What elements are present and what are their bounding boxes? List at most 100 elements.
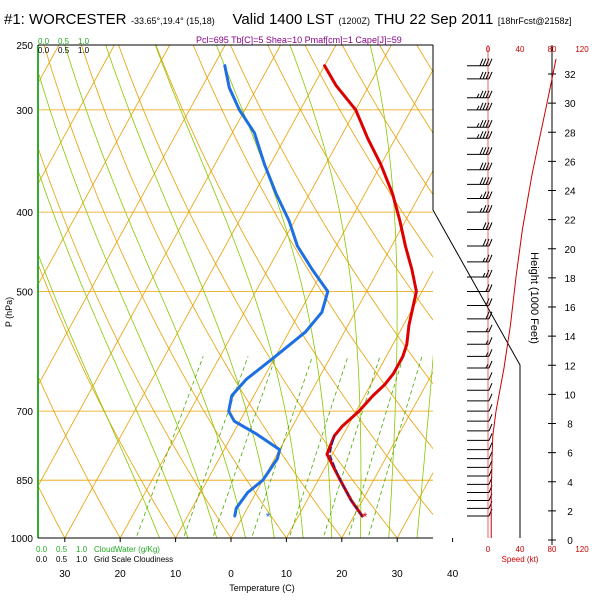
wind-barb	[467, 423, 493, 432]
wind-barb	[467, 90, 493, 99]
wind-barb-flag	[488, 58, 493, 66]
wind-barb-flag	[485, 71, 490, 80]
temperature-profile-line	[323, 64, 418, 518]
wind-barb-flag	[488, 71, 493, 80]
wind-barb	[467, 324, 493, 333]
cloud-bottom-tick2-3: 1.0	[76, 555, 88, 564]
height-tick-label: 12	[564, 361, 576, 372]
wind-speed-tick-label-top: 120	[575, 45, 589, 54]
height-tick-label: 16	[564, 303, 576, 314]
dry-adiabat-line	[155, 45, 433, 516]
wind-barb-flag	[488, 119, 493, 128]
dry-adiabat-line	[341, 45, 433, 196]
dry-adiabat-line	[43, 45, 287, 538]
dry-adiabat-line	[38, 375, 121, 538]
wind-speed-tick-label-top: 40	[516, 45, 525, 54]
wind-barb	[467, 372, 493, 380]
mixing-ratio-line	[322, 356, 381, 538]
wind-barb	[467, 298, 493, 306]
cloud-top-tick-2: 0.5	[58, 37, 70, 46]
height-tick-label: 26	[564, 157, 576, 168]
wind-barb-flag	[488, 337, 493, 345]
wind-barb-flag	[482, 238, 487, 247]
wind-barb-flag	[485, 311, 490, 320]
cloud-top-tick2-3: 1.0	[78, 46, 90, 55]
wind-barb	[467, 191, 493, 200]
wind-speed-line	[490, 58, 557, 538]
wind-barb-flag	[479, 58, 484, 66]
wind-barb-flag	[488, 191, 493, 199]
wind-barb	[467, 238, 493, 247]
wind-barb-flag	[488, 451, 493, 459]
temperature-tick-label: 40	[447, 569, 459, 580]
wind-barb	[467, 58, 493, 67]
height-tick-label: 10	[564, 390, 576, 401]
wind-barb-halfflag	[476, 134, 480, 139]
wind-barb-flag	[482, 204, 487, 213]
wind-barb	[467, 147, 493, 155]
mixing-ratio-line	[367, 356, 423, 538]
cloud-bottom-tick-1: 0.0	[36, 545, 48, 554]
moist-adiabat-line	[38, 252, 160, 538]
pressure-axis: 250 300 400 500 700 850 1000	[11, 41, 34, 545]
wind-speed-label: Speed (kt)	[502, 555, 539, 564]
cloud-bottom-tick2-1: 0.0	[36, 555, 48, 564]
wind-barb-flag	[485, 204, 490, 213]
wind-barb-flag	[488, 413, 493, 422]
wind-barb-halfflag	[485, 340, 489, 345]
wind-barb-flag	[488, 383, 493, 391]
moist-adiabat-line	[38, 70, 218, 538]
height-tick-label: 2	[567, 507, 573, 518]
isotherm-line	[38, 45, 171, 286]
wind-barb	[467, 403, 493, 412]
wind-speed-tick-label-bottom: 80	[548, 545, 557, 554]
wind-barb-flag	[482, 177, 487, 185]
forecast-label: [18hrFcst@2158z]	[497, 16, 572, 26]
dry-adiabat-line	[267, 45, 433, 321]
moist-adiabat-line	[105, 45, 275, 538]
parcel-profile-line	[329, 435, 363, 517]
wind-barb-flag	[488, 147, 493, 155]
mixing-ratio-line	[347, 356, 404, 538]
wind-barb-flag	[485, 90, 490, 98]
wind-speed-tick-label-bottom: 0	[486, 545, 491, 554]
moist-adiabat-line	[38, 169, 189, 538]
plot-right-edge	[432, 45, 521, 538]
moist-adiabat-line	[416, 354, 433, 538]
wind-barb	[467, 162, 493, 171]
cloud-bottom-tick2-2: 0.5	[56, 555, 68, 564]
wind-barb-flag	[488, 102, 493, 111]
wind-barb	[467, 311, 493, 320]
wind-barb-flag	[479, 131, 484, 139]
dry-adiabat-line	[192, 45, 433, 450]
dry-adiabat-line	[445, 31, 600, 556]
height-tick-label: 32	[564, 70, 576, 81]
wind-barb	[467, 360, 493, 369]
wind-barb-flag	[488, 393, 493, 402]
cloud-water-bottom-scale: 0.0 0.5 1.0 CloudWater (g/Kg) 0.0 0.5 1.…	[36, 545, 173, 564]
wind-barb-flag	[485, 191, 490, 199]
wind-barb	[467, 284, 493, 292]
mixing-ratio-line	[135, 356, 204, 538]
height-tick-label: 14	[564, 332, 576, 343]
wind-barb	[467, 433, 493, 441]
height-tick-label: 30	[564, 99, 576, 110]
wind-speed-tick-label-bottom: 40	[516, 545, 525, 554]
height-tick-label: 24	[564, 187, 576, 198]
wind-barb-halfflag	[485, 352, 489, 357]
indices-text: Pcl=695 Tb[C]=5 Shea=10 Pmaf[cm]=1 Cape[…	[196, 35, 402, 45]
isotherm-line	[508, 45, 600, 538]
isotherm-line	[0, 45, 4, 538]
wind-barb	[467, 222, 493, 230]
wind-barb-flag	[485, 58, 490, 66]
y-axis-label: P (hPa)	[4, 297, 14, 327]
wind-barb-flag	[485, 102, 490, 111]
profile-lines: **	[223, 64, 418, 524]
pressure-tick-label: 300	[16, 106, 33, 117]
wind-barb-flag	[488, 442, 493, 450]
wind-barb	[467, 177, 493, 185]
wind-barb-flag	[488, 360, 493, 369]
